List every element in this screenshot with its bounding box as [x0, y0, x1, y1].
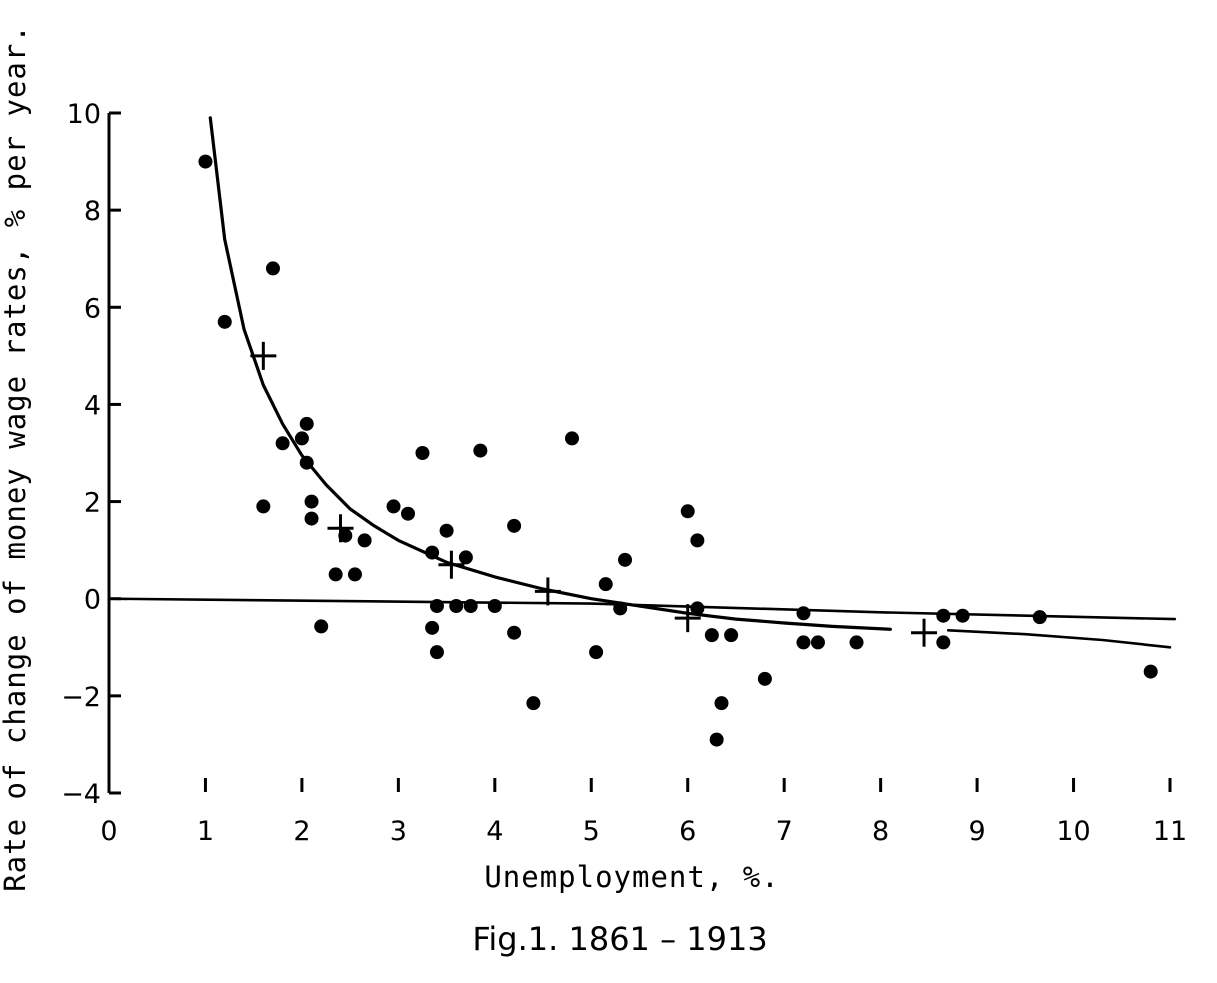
data-point	[613, 601, 628, 616]
data-point	[328, 567, 343, 582]
x-tick-label: 2	[293, 816, 310, 847]
cross-marker	[438, 550, 465, 579]
data-point	[796, 635, 811, 650]
data-point	[936, 608, 951, 623]
data-point	[463, 599, 478, 613]
data-point	[598, 577, 613, 592]
data-point	[849, 635, 864, 650]
y-tick-label: 0	[84, 585, 101, 616]
data-point	[704, 628, 719, 643]
data-point	[507, 625, 522, 640]
reference-line	[107, 597, 1177, 621]
data-point	[256, 499, 271, 514]
tail-curve	[946, 629, 1172, 649]
x-tick-label: 0	[100, 816, 117, 847]
y-axis-title: Rate of change of money wage rates, % pe…	[0, 24, 32, 892]
y-tick-label: 6	[84, 293, 101, 324]
x-axis-title: Unemployment, %.	[484, 860, 779, 894]
data-point	[275, 436, 290, 451]
fitted-curves	[208, 116, 1172, 649]
reference-curve	[107, 597, 1177, 621]
data-point	[217, 314, 232, 329]
data-point	[458, 550, 473, 565]
data-point	[429, 645, 444, 660]
data-point	[299, 455, 314, 470]
y-tick-label: −2	[61, 682, 101, 713]
x-tick-label: 11	[1153, 816, 1187, 847]
x-tick-label: 5	[583, 816, 600, 847]
x-tick-label: 8	[872, 816, 889, 847]
data-point	[449, 599, 464, 613]
x-tick-label: 7	[776, 816, 793, 847]
data-point	[473, 443, 488, 458]
data-point	[386, 499, 401, 514]
cross-marker	[534, 577, 561, 606]
data-point	[507, 518, 522, 533]
data-point	[1143, 664, 1158, 679]
x-tick-label: 4	[486, 816, 503, 847]
data-point	[690, 601, 705, 616]
data-point	[526, 696, 541, 711]
data-point	[401, 506, 416, 521]
data-point	[357, 533, 372, 548]
data-point	[936, 635, 951, 650]
x-tick-label: 6	[679, 816, 696, 847]
cross-marker	[674, 604, 701, 633]
data-point	[709, 732, 724, 747]
y-tick-labels: 10 8 6 4 2 0 −2 −4	[61, 99, 101, 810]
x-tick-label: 1	[197, 816, 214, 847]
data-point	[347, 567, 362, 582]
y-tick-label: 2	[84, 488, 101, 519]
data-point	[425, 620, 440, 635]
data-point	[589, 645, 604, 660]
data-points	[198, 154, 1158, 747]
data-point	[564, 431, 579, 446]
data-point	[690, 533, 705, 548]
data-point	[314, 619, 329, 634]
cross-marker	[327, 514, 354, 543]
cross-marker	[250, 341, 277, 370]
data-point	[618, 552, 633, 567]
x-tick-labels: 0 1 2 3 4 5 6 7 8 9 10 11	[100, 816, 1187, 847]
data-point	[265, 261, 280, 276]
data-point	[198, 154, 213, 169]
fitted-curve	[208, 116, 892, 631]
y-tick-label: −4	[61, 779, 101, 810]
x-tick-label: 9	[968, 816, 985, 847]
data-point	[299, 416, 314, 431]
figure-caption: Fig.1. 1861 – 1913	[472, 920, 767, 958]
data-point	[304, 511, 319, 526]
data-point	[1032, 610, 1047, 625]
cross-marker	[911, 618, 938, 647]
data-point	[714, 696, 729, 711]
data-point	[304, 494, 319, 509]
data-point	[810, 635, 825, 650]
data-point	[757, 671, 772, 686]
cross-markers	[250, 341, 938, 647]
chart-axes	[107, 111, 1172, 795]
y-tick-label: 10	[67, 99, 101, 130]
x-tick-label: 10	[1056, 816, 1090, 847]
data-point	[487, 599, 502, 613]
data-point	[294, 431, 309, 446]
data-point	[796, 606, 811, 621]
data-point	[415, 446, 430, 460]
data-point	[955, 608, 970, 623]
y-tick-label: 8	[84, 196, 101, 227]
data-point	[680, 504, 695, 519]
y-tick-label: 4	[84, 390, 101, 421]
data-point	[724, 628, 739, 643]
data-point	[425, 545, 440, 560]
data-point	[429, 599, 444, 613]
x-tick-label: 3	[390, 816, 407, 847]
data-point	[439, 523, 454, 538]
